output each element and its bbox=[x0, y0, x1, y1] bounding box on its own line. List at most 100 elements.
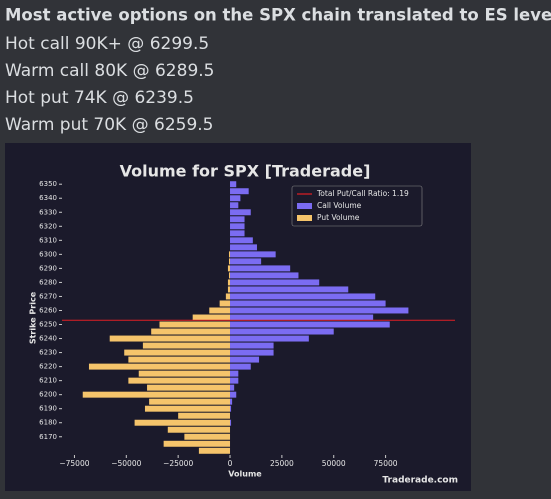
bar bbox=[230, 419, 232, 426]
bar bbox=[230, 335, 309, 342]
legend-swatch bbox=[297, 215, 312, 221]
bar bbox=[209, 307, 231, 314]
bar bbox=[227, 279, 231, 286]
y-tick-label: 6250 bbox=[39, 321, 57, 329]
bar bbox=[184, 433, 231, 440]
y-tick-label: 6340 bbox=[39, 194, 57, 202]
bar bbox=[128, 377, 231, 384]
y-tick-label: 6320 bbox=[39, 222, 57, 230]
bar bbox=[230, 321, 390, 328]
y-tick-label: 6310 bbox=[39, 236, 57, 244]
bar bbox=[230, 328, 334, 335]
x-tick-label: 25000 bbox=[270, 459, 294, 468]
y-tick-label: 6290 bbox=[39, 264, 57, 272]
y-tick-label: 6330 bbox=[39, 208, 57, 216]
bar bbox=[124, 349, 231, 356]
bar bbox=[230, 279, 320, 286]
y-tick-label: 6280 bbox=[39, 278, 57, 286]
watermark: Traderade.com bbox=[382, 476, 458, 486]
bar bbox=[228, 272, 231, 279]
message-line: Warm call 80K @ 6289.5 bbox=[5, 61, 214, 81]
message-line: Warm put 70K @ 6259.5 bbox=[5, 115, 214, 135]
bar bbox=[134, 419, 231, 426]
bar bbox=[230, 244, 257, 251]
x-tick-label: −25000 bbox=[163, 459, 193, 468]
message-line: Hot call 90K+ @ 6299.5 bbox=[5, 34, 209, 54]
bar bbox=[230, 300, 386, 307]
bar bbox=[230, 237, 253, 244]
x-tick-label: 75000 bbox=[374, 459, 398, 468]
bar bbox=[178, 412, 231, 419]
bar bbox=[198, 447, 231, 454]
y-tick-label: 6200 bbox=[39, 391, 57, 399]
x-tick-label: −50000 bbox=[111, 459, 141, 468]
bar bbox=[230, 384, 235, 391]
bar bbox=[230, 223, 245, 230]
message-line: Hot put 74K @ 6239.5 bbox=[5, 88, 194, 108]
bar bbox=[138, 370, 231, 377]
bar bbox=[230, 356, 260, 363]
bar bbox=[225, 293, 231, 300]
legend-swatch bbox=[297, 203, 312, 209]
bar bbox=[230, 398, 233, 405]
bar bbox=[230, 377, 239, 384]
y-tick-label: 6180 bbox=[39, 419, 57, 427]
bar bbox=[230, 265, 291, 272]
y-axis-label: Strike Price bbox=[29, 291, 38, 344]
bar bbox=[230, 307, 409, 314]
x-tick-label: −75000 bbox=[59, 459, 89, 468]
chart-title: Volume for SPX [Traderade] bbox=[120, 162, 371, 181]
bar bbox=[230, 286, 349, 293]
y-tick-label: 6240 bbox=[39, 335, 57, 343]
bar bbox=[230, 181, 237, 188]
bar bbox=[230, 405, 232, 412]
legend-label: Put Volume bbox=[317, 213, 360, 222]
bar bbox=[163, 440, 231, 447]
bar bbox=[228, 258, 231, 265]
y-tick-label: 6220 bbox=[39, 363, 57, 371]
bar bbox=[230, 272, 299, 279]
bar bbox=[227, 265, 231, 272]
bar bbox=[230, 230, 245, 237]
bar bbox=[230, 209, 251, 216]
bar bbox=[147, 384, 231, 391]
y-tick-label: 6210 bbox=[39, 377, 57, 385]
y-tick-label: 6190 bbox=[39, 405, 57, 413]
y-tick-label: 6350 bbox=[39, 180, 57, 188]
plot: 6170 6180 6190 6200 6210 6220 6230 6240 6250 6260… bbox=[39, 180, 455, 468]
legend-box bbox=[291, 185, 423, 227]
y-tick-label: 6230 bbox=[39, 349, 57, 357]
bar bbox=[82, 391, 231, 398]
x-tick-label: 50000 bbox=[322, 459, 346, 468]
bar bbox=[128, 356, 231, 363]
x-tick-label: 0 bbox=[228, 459, 233, 468]
bar bbox=[230, 370, 239, 377]
legend-label: Call Volume bbox=[317, 201, 362, 210]
bar bbox=[230, 314, 374, 321]
bar bbox=[227, 286, 231, 293]
bar bbox=[230, 195, 241, 202]
y-tick-label: 6300 bbox=[39, 250, 57, 258]
bar bbox=[228, 251, 231, 258]
bar bbox=[230, 188, 249, 195]
message-title: Most active options on the SPX chain tra… bbox=[5, 6, 551, 25]
bar bbox=[230, 202, 239, 209]
bar bbox=[230, 293, 376, 300]
bar bbox=[149, 398, 231, 405]
bar bbox=[142, 342, 231, 349]
bar bbox=[230, 251, 276, 258]
bar bbox=[151, 328, 231, 335]
bar bbox=[159, 321, 231, 328]
bar bbox=[219, 300, 231, 307]
bar bbox=[230, 258, 262, 265]
bar bbox=[230, 391, 237, 398]
y-tick-label: 6170 bbox=[39, 433, 57, 441]
bar bbox=[230, 363, 251, 370]
y-tick-label: 6270 bbox=[39, 292, 57, 300]
bar bbox=[167, 426, 231, 433]
x-axis-label: Volume bbox=[228, 470, 262, 479]
bar bbox=[192, 314, 231, 321]
legend-label: Total Put/Call Ratio: 1.19 bbox=[316, 189, 409, 198]
